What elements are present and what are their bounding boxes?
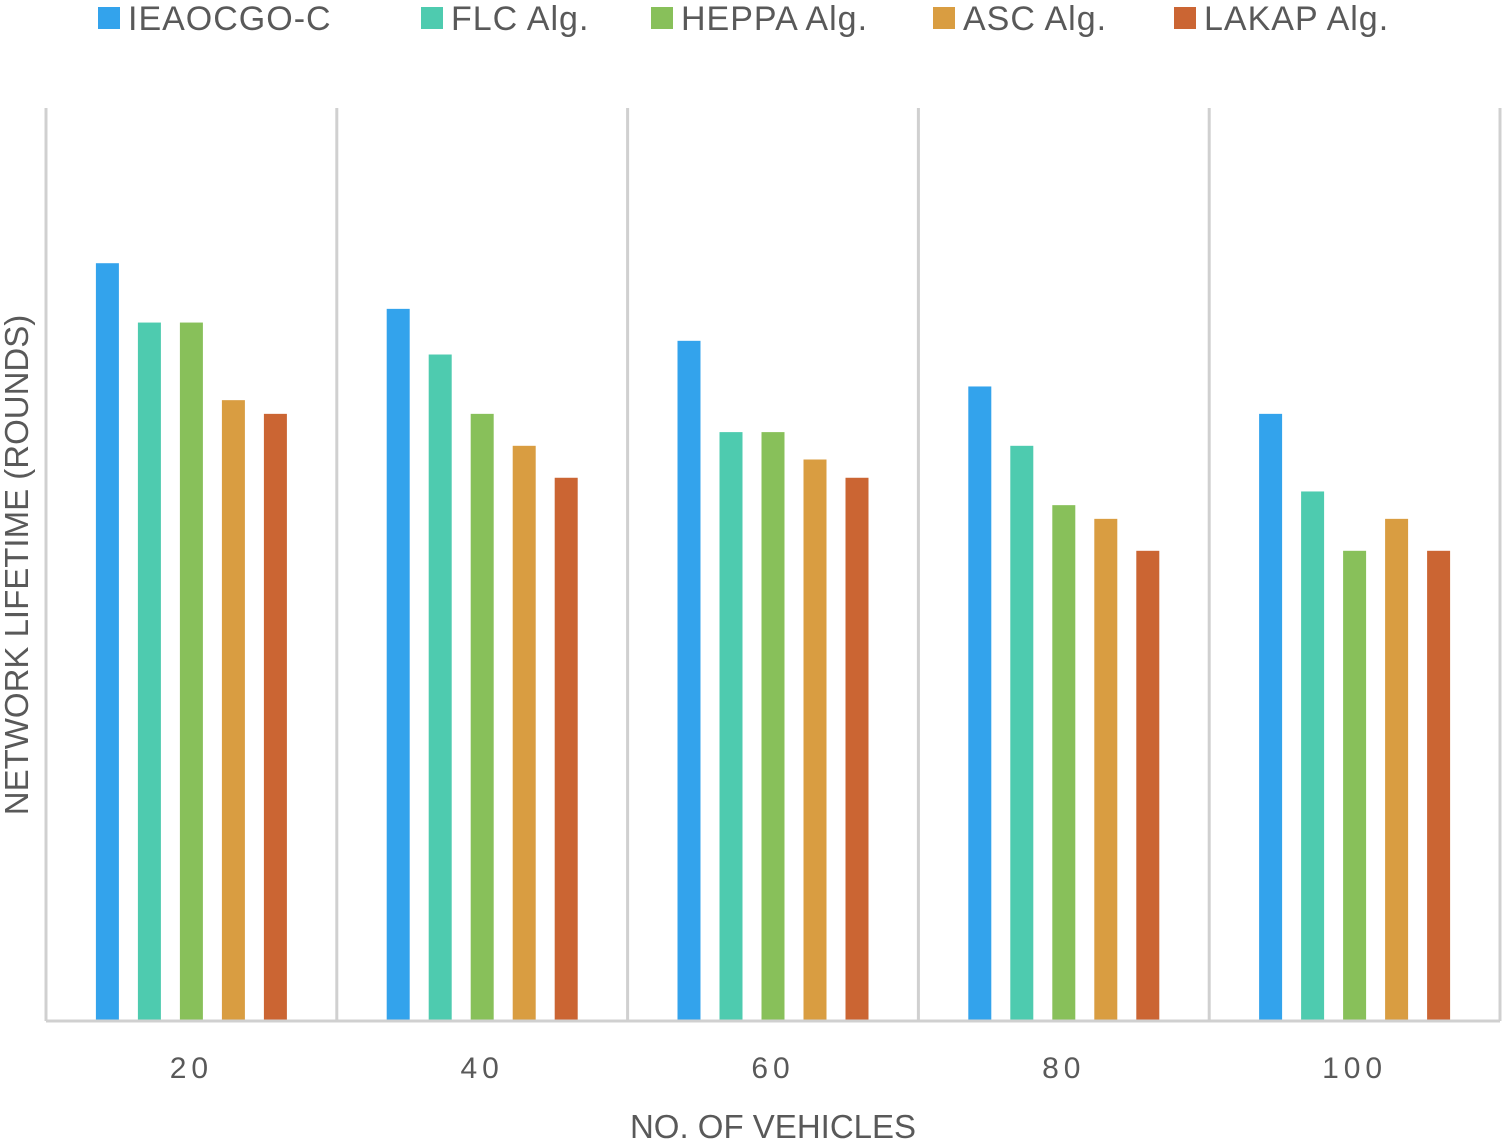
x-tick-labels: 20 40 60 80 100 — [170, 1052, 1387, 1085]
legend-swatch — [1174, 7, 1196, 29]
bar-lakap-alg-60 — [845, 477, 869, 1021]
x-tick-label: 80 — [1042, 1052, 1085, 1085]
bar-heppa-alg-80 — [1052, 505, 1076, 1021]
x-tick-label: 60 — [751, 1052, 794, 1085]
legend-swatch — [98, 7, 120, 29]
bar-lakap-alg-100 — [1427, 550, 1451, 1021]
bar-ieaocgo-c-20 — [95, 263, 119, 1022]
bar-heppa-alg-60 — [761, 432, 785, 1021]
legend-label: ASC Alg. — [963, 0, 1107, 38]
x-tick-label: 40 — [461, 1052, 504, 1085]
bar-asc-alg-80 — [1094, 518, 1118, 1021]
bar-ieaocgo-c-60 — [677, 340, 701, 1021]
legend-label: IEAOCGO-C — [128, 0, 332, 38]
legend-label: LAKAP Alg. — [1204, 0, 1389, 38]
bar-heppa-alg-100 — [1343, 550, 1367, 1021]
legend-swatch — [421, 7, 443, 29]
bar-flc-alg-40 — [428, 354, 452, 1021]
bar-asc-alg-100 — [1385, 518, 1409, 1021]
bar-flc-alg-60 — [719, 432, 743, 1021]
x-tick-label: 100 — [1322, 1052, 1387, 1085]
bar-heppa-alg-20 — [179, 322, 203, 1021]
bar-flc-alg-100 — [1301, 491, 1325, 1022]
bar-asc-alg-60 — [803, 459, 827, 1021]
x-tick-label: 20 — [170, 1052, 213, 1085]
bar-lakap-alg-80 — [1136, 550, 1160, 1021]
legend-label: FLC Alg. — [451, 0, 589, 38]
y-axis-title: NETWORK LIFETIME (ROUNDS) — [0, 315, 35, 816]
bar-ieaocgo-c-80 — [968, 386, 992, 1022]
bar-flc-alg-80 — [1010, 445, 1034, 1021]
legend: IEAOCGO-C FLC Alg. HEPPA Alg. ASC Alg. LAKAP… — [98, 0, 1389, 38]
legend-swatch — [651, 7, 673, 29]
bar-heppa-alg-40 — [470, 413, 494, 1022]
legend-label: HEPPA Alg. — [681, 0, 868, 38]
x-axis-title: NO. OF VEHICLES — [630, 1108, 916, 1141]
bars — [95, 263, 1451, 1022]
bar-flc-alg-20 — [137, 322, 161, 1021]
bar-asc-alg-40 — [512, 445, 536, 1021]
bar-lakap-alg-40 — [554, 477, 578, 1021]
legend-swatch — [933, 7, 955, 29]
bar-ieaocgo-c-100 — [1259, 413, 1283, 1022]
bar-lakap-alg-20 — [263, 413, 287, 1022]
bar-ieaocgo-c-40 — [386, 308, 410, 1021]
category-gridlines — [44, 108, 1502, 1021]
bar-asc-alg-20 — [221, 400, 245, 1021]
